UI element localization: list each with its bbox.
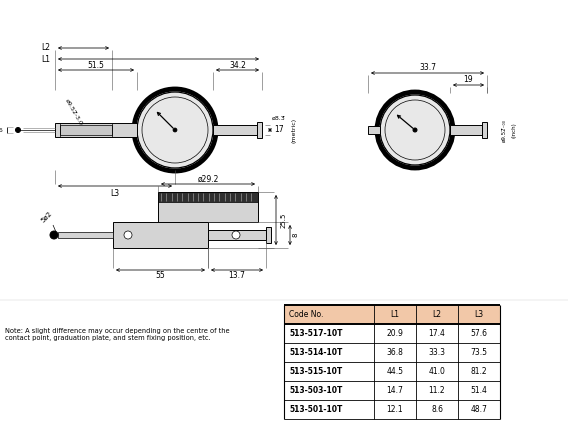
Bar [368, 126, 380, 134]
Bar [374, 362, 416, 381]
Text: 20.9: 20.9 [387, 329, 403, 338]
Circle shape [173, 128, 177, 132]
Text: 513-514-10T: 513-514-10T [289, 348, 343, 357]
Bar [416, 343, 458, 362]
Bar [416, 324, 458, 343]
Bar [416, 362, 458, 381]
Text: Code No.: Code No. [289, 310, 323, 319]
Text: 33.7: 33.7 [419, 63, 436, 72]
Bar [458, 305, 500, 324]
Text: (metric): (metric) [291, 118, 296, 143]
Bar [158, 192, 258, 222]
Text: 51.4: 51.4 [470, 386, 487, 395]
Text: ø29.2: ø29.2 [197, 175, 219, 184]
Bar [416, 400, 458, 419]
Text: 51.5: 51.5 [87, 60, 105, 69]
Bar [284, 343, 374, 362]
Bar [60, 125, 112, 135]
Text: 11.2: 11.2 [429, 386, 445, 395]
Bar [374, 324, 416, 343]
Text: 17.4: 17.4 [429, 329, 445, 338]
Text: 36.8: 36.8 [387, 348, 403, 357]
Bar [458, 400, 500, 419]
Bar [374, 381, 416, 400]
Bar [450, 125, 482, 135]
Bar [458, 324, 500, 343]
Text: (inch): (inch) [512, 122, 516, 138]
Bar [284, 400, 374, 419]
Text: ø9.52̅₋₀₀: ø9.52̅₋₀₀ [502, 118, 507, 142]
Bar [158, 192, 258, 202]
Text: 0.6: 0.6 [0, 127, 3, 132]
Bar [113, 222, 208, 248]
Bar [374, 343, 416, 362]
Text: 81.2: 81.2 [471, 367, 487, 376]
Text: 17: 17 [274, 126, 284, 135]
Bar [213, 125, 257, 135]
Text: 12.1: 12.1 [387, 405, 403, 414]
Bar [458, 362, 500, 381]
Bar [374, 305, 416, 324]
Text: 8: 8 [293, 233, 299, 237]
Text: 73.5: 73.5 [470, 348, 487, 357]
Text: L1: L1 [391, 310, 399, 319]
Text: Note: A slight difference may occur depending on the centre of the
contact point: Note: A slight difference may occur depe… [5, 328, 229, 341]
Text: 33.3: 33.3 [428, 348, 445, 357]
Text: 5ø2: 5ø2 [39, 210, 53, 224]
Text: 41.0: 41.0 [429, 367, 445, 376]
Bar [482, 122, 487, 138]
Bar [416, 381, 458, 400]
Circle shape [232, 231, 240, 239]
Text: 25.5: 25.5 [281, 212, 287, 228]
Bar [284, 305, 374, 324]
Text: 513-515-10T: 513-515-10T [289, 367, 343, 376]
Circle shape [137, 92, 213, 168]
Text: L3: L3 [110, 189, 119, 198]
Text: 14.7: 14.7 [387, 386, 403, 395]
Text: 57.6: 57.6 [470, 329, 487, 338]
Bar [266, 227, 271, 243]
Circle shape [380, 95, 450, 165]
Bar [284, 324, 374, 343]
Text: 513-501-10T: 513-501-10T [289, 405, 343, 414]
Text: L2: L2 [432, 310, 441, 319]
Circle shape [15, 127, 20, 132]
Bar [208, 230, 266, 240]
Text: 19: 19 [463, 75, 473, 85]
Bar [284, 362, 374, 381]
Text: 8.6: 8.6 [431, 405, 443, 414]
Bar [458, 343, 500, 362]
Text: 34.2: 34.2 [229, 60, 246, 69]
Bar [58, 232, 113, 238]
Text: 55: 55 [156, 270, 165, 280]
Text: ø9.52̅-3.0: ø9.52̅-3.0 [64, 98, 83, 126]
Bar [257, 122, 262, 138]
Bar [458, 381, 500, 400]
Text: 513-503-10T: 513-503-10T [289, 386, 343, 395]
Bar [374, 400, 416, 419]
Text: 13.7: 13.7 [228, 270, 245, 280]
Circle shape [413, 128, 417, 132]
Bar [416, 305, 458, 324]
Text: L1: L1 [41, 55, 51, 63]
Text: ø8.3̅: ø8.3̅ [272, 115, 286, 121]
Bar [55, 123, 137, 137]
Text: L2: L2 [41, 44, 51, 52]
Text: L3: L3 [474, 310, 483, 319]
Circle shape [50, 231, 58, 239]
Text: 48.7: 48.7 [470, 405, 487, 414]
Circle shape [124, 231, 132, 239]
Text: 513-517-10T: 513-517-10T [289, 329, 343, 338]
Text: 44.5: 44.5 [386, 367, 403, 376]
Bar [284, 381, 374, 400]
